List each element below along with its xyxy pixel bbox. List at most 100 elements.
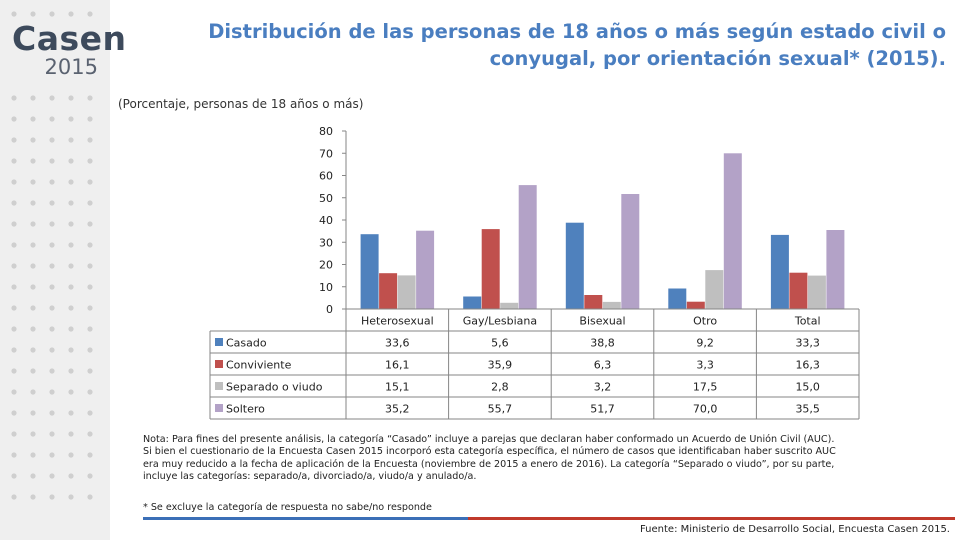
bar-conviviente <box>584 295 603 309</box>
decor-dot <box>49 263 55 269</box>
y-tick-label: 10 <box>319 281 333 294</box>
data-label: 16,1 <box>385 359 410 372</box>
decor-dot <box>11 389 17 395</box>
decor-dot <box>68 137 74 143</box>
decor-dot <box>30 263 36 269</box>
decor-dot <box>68 116 74 122</box>
data-label: 33,3 <box>795 337 820 350</box>
decor-dot <box>87 494 93 500</box>
decor-dot <box>87 431 93 437</box>
decor-dot <box>68 200 74 206</box>
decor-dot <box>49 221 55 227</box>
data-label: 38,8 <box>590 337 615 350</box>
footer-divider <box>143 517 955 520</box>
decor-dot <box>30 494 36 500</box>
bar-casado <box>463 296 482 309</box>
data-label: 17,5 <box>693 381 718 394</box>
y-tick-label: 80 <box>319 125 333 138</box>
decor-dot <box>68 452 74 458</box>
decor-dot <box>49 368 55 374</box>
legend-swatch <box>215 360 223 368</box>
decor-dot <box>68 431 74 437</box>
bar-conviviente <box>481 229 500 309</box>
bar-conviviente <box>789 272 808 309</box>
decor-dot <box>30 452 36 458</box>
legend-label: Separado o viudo <box>226 381 323 394</box>
data-label: 16,3 <box>795 359 820 372</box>
decor-dot <box>68 263 74 269</box>
decor-dot <box>11 137 17 143</box>
decor-dot <box>68 158 74 164</box>
decor-dot <box>30 11 36 17</box>
note-line: era muy reducido a la fecha de aplicació… <box>143 458 835 470</box>
decor-dot <box>11 368 17 374</box>
decor-dot <box>68 389 74 395</box>
bar-separado-o-viudo <box>397 275 416 309</box>
bar-conviviente <box>379 273 398 309</box>
bar-soltero <box>416 230 435 309</box>
y-tick-label: 30 <box>319 236 333 249</box>
category-label: Heterosexual <box>361 315 434 328</box>
data-label: 55,7 <box>488 403 513 416</box>
legend-swatch <box>215 338 223 346</box>
decor-dot <box>49 494 55 500</box>
decor-dot <box>87 200 93 206</box>
decor-dot <box>49 452 55 458</box>
note-line: incluye las categorías: separado/a, divo… <box>143 470 477 482</box>
exclusion-note: * Se excluye la categoría de respuesta n… <box>143 502 432 513</box>
bar-soltero <box>518 185 537 309</box>
data-label: 35,9 <box>488 359 513 372</box>
data-label: 9,2 <box>696 337 714 350</box>
decor-dot <box>11 263 17 269</box>
decor-dot <box>49 179 55 185</box>
logo-year: 2015 <box>44 55 98 79</box>
category-label: Gay/Lesbiana <box>463 315 537 328</box>
decor-dot <box>68 494 74 500</box>
legend-label: Conviviente <box>226 359 292 372</box>
decor-dot <box>30 242 36 248</box>
decor-dot <box>49 116 55 122</box>
decor-dot <box>30 284 36 290</box>
data-label: 15,1 <box>385 381 410 394</box>
category-label: Otro <box>693 315 717 328</box>
decor-dot <box>11 452 17 458</box>
data-label: 5,6 <box>491 337 509 350</box>
decor-dot <box>49 200 55 206</box>
y-tick-label: 50 <box>319 192 333 205</box>
bar-soltero <box>826 230 845 309</box>
bar-separado-o-viudo <box>602 301 621 309</box>
decor-dot <box>11 347 17 353</box>
decor-dot <box>30 95 36 101</box>
y-tick-label: 60 <box>319 170 333 183</box>
data-label: 35,5 <box>795 403 820 416</box>
decor-dot <box>11 494 17 500</box>
note-block: Nota: Para fines del presente análisis, … <box>143 434 933 483</box>
data-label: 3,3 <box>696 359 714 372</box>
decor-dot <box>30 200 36 206</box>
casen-logo: Casen 2015 <box>12 22 127 79</box>
data-label: 6,3 <box>594 359 612 372</box>
decor-dot <box>11 242 17 248</box>
decor-dot <box>30 158 36 164</box>
decor-dot <box>49 242 55 248</box>
decor-dot <box>87 347 93 353</box>
decor-dot <box>30 116 36 122</box>
legend-label: Soltero <box>226 403 265 416</box>
decor-dot <box>11 410 17 416</box>
legend-label: Casado <box>226 337 267 350</box>
decor-dot <box>49 473 55 479</box>
decor-dot <box>68 242 74 248</box>
decor-dot <box>87 452 93 458</box>
decor-dot <box>11 116 17 122</box>
bar-casado <box>360 234 379 309</box>
decor-dot <box>68 11 74 17</box>
decor-dot <box>87 368 93 374</box>
y-tick-label: 0 <box>326 303 333 316</box>
decor-dot <box>87 242 93 248</box>
decor-dot <box>30 221 36 227</box>
decor-dot <box>49 347 55 353</box>
decor-dot <box>11 305 17 311</box>
chart-subtitle: (Porcentaje, personas de 18 años o más) <box>118 97 364 111</box>
bar-casado <box>668 288 687 309</box>
